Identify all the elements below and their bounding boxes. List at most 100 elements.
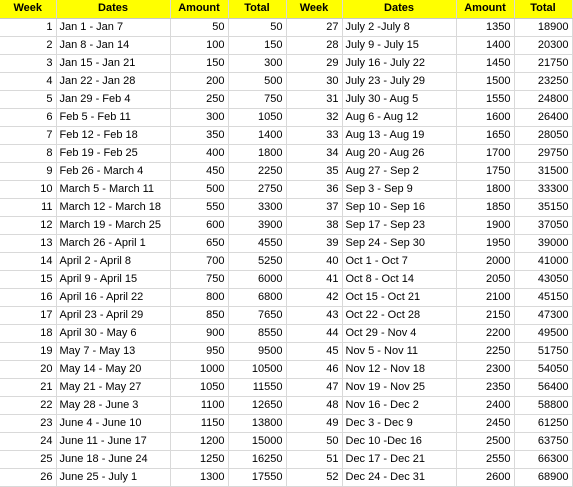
amount-cell[interactable]: 50 xyxy=(170,18,229,37)
week-cell[interactable]: 26 xyxy=(0,468,57,487)
dates-cell[interactable]: April 9 - April 15 xyxy=(56,270,171,289)
total-cell[interactable]: 6000 xyxy=(228,270,287,289)
week-cell[interactable]: 44 xyxy=(286,324,343,343)
dates-cell[interactable]: Oct 8 - Oct 14 xyxy=(342,270,457,289)
week-cell[interactable]: 5 xyxy=(0,90,57,109)
amount-cell[interactable]: 2100 xyxy=(456,288,515,307)
dates-cell[interactable]: Jan 29 - Feb 4 xyxy=(56,90,171,109)
total-cell[interactable]: 6800 xyxy=(228,288,287,307)
week-cell[interactable]: 17 xyxy=(0,306,57,325)
week-cell[interactable]: 22 xyxy=(0,396,57,415)
total-cell[interactable]: 63750 xyxy=(514,432,573,451)
week-cell[interactable]: 34 xyxy=(286,144,343,163)
week-cell[interactable]: 47 xyxy=(286,378,343,397)
amount-cell[interactable]: 1350 xyxy=(456,18,515,37)
total-cell[interactable]: 20300 xyxy=(514,36,573,55)
total-cell[interactable]: 8550 xyxy=(228,324,287,343)
week-cell[interactable]: 46 xyxy=(286,360,343,379)
dates-cell[interactable]: March 26 - April 1 xyxy=(56,234,171,253)
total-cell[interactable]: 1050 xyxy=(228,108,287,127)
amount-cell[interactable]: 550 xyxy=(170,198,229,217)
amount-cell[interactable]: 2550 xyxy=(456,450,515,469)
total-cell[interactable]: 39000 xyxy=(514,234,573,253)
header-amount[interactable]: Amount xyxy=(456,0,515,19)
header-total[interactable]: Total xyxy=(514,0,573,19)
dates-cell[interactable]: Aug 27 - Sep 2 xyxy=(342,162,457,181)
amount-cell[interactable]: 2150 xyxy=(456,306,515,325)
total-cell[interactable]: 41000 xyxy=(514,252,573,271)
amount-cell[interactable]: 1900 xyxy=(456,216,515,235)
amount-cell[interactable]: 2350 xyxy=(456,378,515,397)
week-cell[interactable]: 31 xyxy=(286,90,343,109)
amount-cell[interactable]: 850 xyxy=(170,306,229,325)
week-cell[interactable]: 51 xyxy=(286,450,343,469)
total-cell[interactable]: 49500 xyxy=(514,324,573,343)
total-cell[interactable]: 5250 xyxy=(228,252,287,271)
amount-cell[interactable]: 1050 xyxy=(170,378,229,397)
dates-cell[interactable]: Jan 22 - Jan 28 xyxy=(56,72,171,91)
total-cell[interactable]: 50 xyxy=(228,18,287,37)
week-cell[interactable]: 15 xyxy=(0,270,57,289)
amount-cell[interactable]: 1300 xyxy=(170,468,229,487)
dates-cell[interactable]: April 30 - May 6 xyxy=(56,324,171,343)
amount-cell[interactable]: 1650 xyxy=(456,126,515,145)
amount-cell[interactable]: 2250 xyxy=(456,342,515,361)
week-cell[interactable]: 48 xyxy=(286,396,343,415)
week-cell[interactable]: 10 xyxy=(0,180,57,199)
week-cell[interactable]: 37 xyxy=(286,198,343,217)
amount-cell[interactable]: 2450 xyxy=(456,414,515,433)
dates-cell[interactable]: Dec 24 - Dec 31 xyxy=(342,468,457,487)
amount-cell[interactable]: 1950 xyxy=(456,234,515,253)
week-cell[interactable]: 40 xyxy=(286,252,343,271)
dates-cell[interactable]: Jan 15 - Jan 21 xyxy=(56,54,171,73)
week-cell[interactable]: 52 xyxy=(286,468,343,487)
dates-cell[interactable]: Sep 24 - Sep 30 xyxy=(342,234,457,253)
week-cell[interactable]: 4 xyxy=(0,72,57,91)
dates-cell[interactable]: Feb 5 - Feb 11 xyxy=(56,108,171,127)
amount-cell[interactable]: 600 xyxy=(170,216,229,235)
amount-cell[interactable]: 1100 xyxy=(170,396,229,415)
dates-cell[interactable]: Nov 16 - Dec 2 xyxy=(342,396,457,415)
week-cell[interactable]: 41 xyxy=(286,270,343,289)
total-cell[interactable]: 4550 xyxy=(228,234,287,253)
week-cell[interactable]: 32 xyxy=(286,108,343,127)
amount-cell[interactable]: 1400 xyxy=(456,36,515,55)
total-cell[interactable]: 12650 xyxy=(228,396,287,415)
dates-cell[interactable]: May 14 - May 20 xyxy=(56,360,171,379)
dates-cell[interactable]: March 19 - March 25 xyxy=(56,216,171,235)
week-cell[interactable]: 45 xyxy=(286,342,343,361)
total-cell[interactable]: 750 xyxy=(228,90,287,109)
amount-cell[interactable]: 1850 xyxy=(456,198,515,217)
dates-cell[interactable]: Oct 15 - Oct 21 xyxy=(342,288,457,307)
week-cell[interactable]: 18 xyxy=(0,324,57,343)
amount-cell[interactable]: 2300 xyxy=(456,360,515,379)
week-cell[interactable]: 20 xyxy=(0,360,57,379)
amount-cell[interactable]: 150 xyxy=(170,54,229,73)
week-cell[interactable]: 33 xyxy=(286,126,343,145)
amount-cell[interactable]: 300 xyxy=(170,108,229,127)
header-dates[interactable]: Dates xyxy=(56,0,171,19)
week-cell[interactable]: 13 xyxy=(0,234,57,253)
dates-cell[interactable]: Aug 20 - Aug 26 xyxy=(342,144,457,163)
amount-cell[interactable]: 2500 xyxy=(456,432,515,451)
amount-cell[interactable]: 1000 xyxy=(170,360,229,379)
amount-cell[interactable]: 1750 xyxy=(456,162,515,181)
week-cell[interactable]: 3 xyxy=(0,54,57,73)
header-week[interactable]: Week xyxy=(286,0,343,19)
dates-cell[interactable]: July 30 - Aug 5 xyxy=(342,90,457,109)
week-cell[interactable]: 19 xyxy=(0,342,57,361)
week-cell[interactable]: 9 xyxy=(0,162,57,181)
amount-cell[interactable]: 2400 xyxy=(456,396,515,415)
amount-cell[interactable]: 350 xyxy=(170,126,229,145)
total-cell[interactable]: 2750 xyxy=(228,180,287,199)
week-cell[interactable]: 36 xyxy=(286,180,343,199)
dates-cell[interactable]: March 5 - March 11 xyxy=(56,180,171,199)
amount-cell[interactable]: 400 xyxy=(170,144,229,163)
week-cell[interactable]: 43 xyxy=(286,306,343,325)
week-cell[interactable]: 23 xyxy=(0,414,57,433)
dates-cell[interactable]: Nov 19 - Nov 25 xyxy=(342,378,457,397)
dates-cell[interactable]: Sep 3 - Sep 9 xyxy=(342,180,457,199)
header-dates[interactable]: Dates xyxy=(342,0,457,19)
amount-cell[interactable]: 1150 xyxy=(170,414,229,433)
week-cell[interactable]: 28 xyxy=(286,36,343,55)
